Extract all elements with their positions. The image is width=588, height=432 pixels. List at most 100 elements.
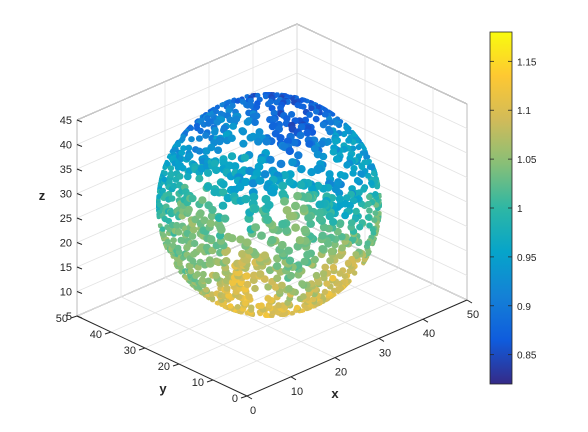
y-tick-label: 50 xyxy=(56,313,68,325)
scatter-point xyxy=(288,158,297,167)
scatter-point xyxy=(223,285,231,292)
scatter-point xyxy=(218,201,228,210)
scatter-point xyxy=(321,111,328,118)
scatter-point xyxy=(352,207,360,215)
z-tick-mark xyxy=(76,315,83,319)
x-tick-mark xyxy=(334,357,341,362)
z-tick-label: 35 xyxy=(60,164,72,176)
scatter-point xyxy=(238,250,247,258)
scatter-point xyxy=(351,270,358,276)
y-tick-label: 40 xyxy=(90,329,102,341)
scatter-point xyxy=(159,226,166,232)
scatter-point xyxy=(297,165,306,174)
z-tick-mark xyxy=(76,217,83,221)
scatter-point xyxy=(308,105,315,112)
grid-line xyxy=(296,121,468,203)
scatter-point xyxy=(271,283,280,291)
scatter-point xyxy=(185,144,193,152)
y-tick-label: 20 xyxy=(158,361,170,373)
scatter-point xyxy=(287,271,295,280)
scatter-point xyxy=(207,143,216,152)
scatter-point xyxy=(225,107,232,114)
scatter-point xyxy=(332,138,340,145)
scatter-point xyxy=(355,144,362,151)
scatter-point xyxy=(312,271,321,280)
scatter-point xyxy=(255,92,261,98)
scatter-point xyxy=(365,172,372,179)
scatter-point xyxy=(357,170,365,177)
x-tick-mark xyxy=(466,299,473,304)
scatter-point xyxy=(295,236,305,245)
scatter-point xyxy=(227,234,237,243)
scatter-point xyxy=(240,153,250,162)
grid-line xyxy=(120,296,292,378)
scatter-point xyxy=(195,174,204,183)
scatter-point xyxy=(262,137,271,146)
scatter-point xyxy=(352,251,360,258)
scatter-point xyxy=(294,304,301,311)
scatter-point xyxy=(239,139,248,148)
y-tick-mark xyxy=(70,315,78,319)
scatter-point xyxy=(264,200,274,210)
y-tick-mark xyxy=(240,395,248,399)
x-tick-label: 0 xyxy=(250,405,256,417)
scatter-point xyxy=(212,271,220,279)
scatter-point xyxy=(216,223,225,232)
scatter-point xyxy=(368,180,375,186)
scatter-point xyxy=(323,280,331,287)
scatter-point xyxy=(366,222,373,229)
scatter-point xyxy=(326,128,334,136)
scatter-point xyxy=(220,214,230,223)
scatter-point xyxy=(173,221,181,229)
scatter-point xyxy=(285,285,293,293)
grid-lines xyxy=(76,23,468,397)
scatter-point xyxy=(273,274,282,283)
scatter-point xyxy=(197,127,204,135)
scatter-point xyxy=(260,251,270,260)
scatter-point xyxy=(196,209,205,218)
scatter-point xyxy=(344,259,352,267)
scatter-point xyxy=(167,165,175,172)
scatter-point xyxy=(214,146,223,154)
x-tick-mark xyxy=(246,395,253,400)
scatter-point xyxy=(366,207,373,214)
scatter-point xyxy=(329,274,337,282)
scatter-point xyxy=(195,135,203,142)
scatter-point xyxy=(195,147,204,155)
scatter-point xyxy=(291,223,300,232)
x-tick-label: 50 xyxy=(467,309,479,321)
x-axis-ticks: 0 10 20 30 40 50 xyxy=(246,299,479,417)
scatter-point xyxy=(211,128,219,136)
scatter-point xyxy=(222,257,231,265)
z-tick-mark xyxy=(76,119,83,123)
scatter-point xyxy=(313,108,320,115)
scatter-point xyxy=(188,232,197,240)
scatter-point xyxy=(229,122,237,130)
scatter-point xyxy=(203,286,210,293)
scatter-point xyxy=(213,119,221,126)
scatter-point xyxy=(239,128,248,136)
scatter-point xyxy=(300,293,307,300)
scatter-point xyxy=(370,170,377,177)
scatter-point xyxy=(161,176,168,183)
z-tick-label: 10 xyxy=(60,287,72,299)
scatter-point xyxy=(285,256,295,265)
grid-line xyxy=(178,267,400,365)
scatter-point xyxy=(194,271,201,278)
scatter-point xyxy=(251,223,261,232)
scatter-point xyxy=(165,161,171,167)
scatter-point xyxy=(340,131,348,138)
scatter-point xyxy=(214,104,220,110)
z-tick-mark xyxy=(76,168,83,172)
scatter-point xyxy=(180,145,187,152)
z-tick-label: 15 xyxy=(60,262,72,274)
scatter-point xyxy=(374,184,381,190)
scatter-point xyxy=(268,187,278,197)
scatter-point xyxy=(303,250,312,259)
scatter-point xyxy=(164,238,171,245)
scatter-point xyxy=(327,119,334,126)
scatter-point xyxy=(268,122,277,131)
scatter-point xyxy=(248,304,255,311)
scatter-point xyxy=(200,216,209,225)
